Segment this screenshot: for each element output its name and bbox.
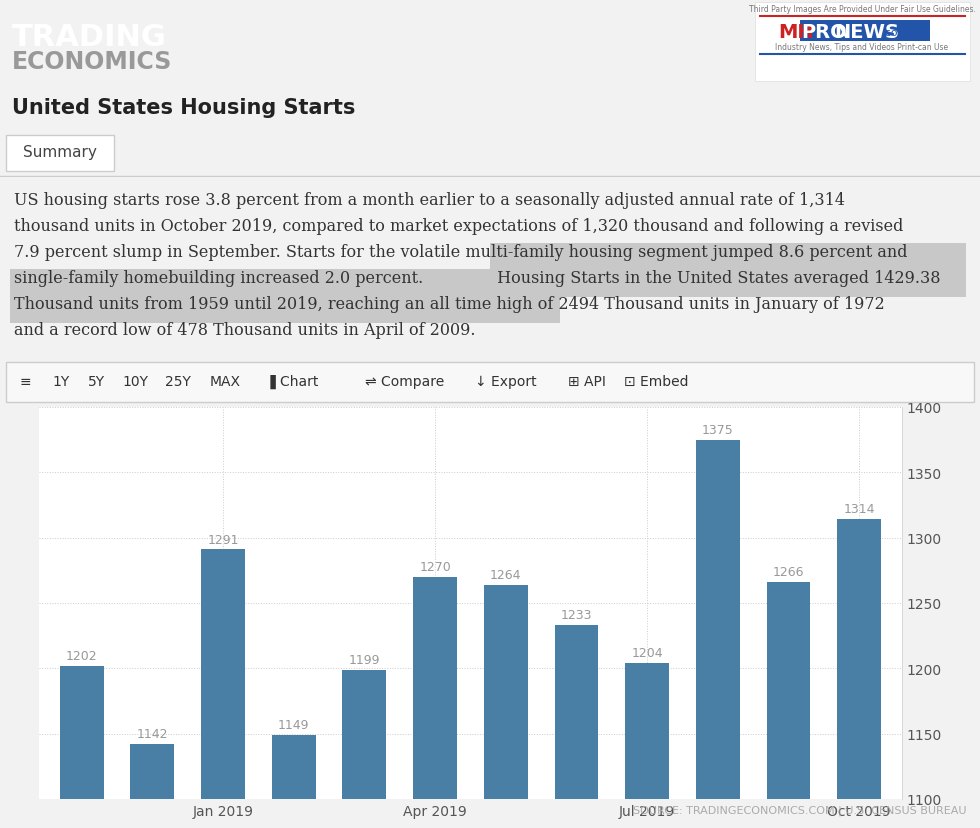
Text: 1Y: 1Y (52, 374, 70, 388)
Text: 1270: 1270 (419, 561, 451, 573)
Text: single-family homebuilding increased 2.0 percent.: single-family homebuilding increased 2.0… (14, 270, 423, 286)
Bar (60, 666, 104, 828)
Text: Summary: Summary (24, 146, 97, 161)
Bar (6, 363, 974, 402)
Bar (484, 585, 527, 828)
Text: PRO: PRO (801, 23, 847, 42)
Text: .com: .com (882, 28, 909, 38)
Text: 1291: 1291 (207, 533, 239, 546)
Text: 1314: 1314 (844, 503, 875, 516)
Text: ⊞ API: ⊞ API (568, 374, 606, 388)
Text: ⊡ Embed: ⊡ Embed (624, 374, 689, 388)
Text: United States Housing Starts: United States Housing Starts (12, 98, 356, 118)
Text: 10Y: 10Y (122, 374, 148, 388)
Bar (201, 550, 245, 828)
Text: 1375: 1375 (702, 423, 734, 436)
Text: SOURCE: TRADINGECONOMICS.COM | U.S. CENSUS BUREAU: SOURCE: TRADINGECONOMICS.COM | U.S. CENS… (632, 805, 966, 816)
Text: TRADING: TRADING (12, 23, 167, 52)
Bar (800, 21, 930, 42)
Text: ≡: ≡ (20, 374, 31, 388)
Text: 1202: 1202 (66, 649, 97, 662)
Text: 1233: 1233 (561, 609, 592, 622)
Text: Industry News, Tips and Videos Print-can Use: Industry News, Tips and Videos Print-can… (775, 43, 949, 52)
Text: ▐ Chart: ▐ Chart (265, 374, 318, 388)
Text: 25Y: 25Y (165, 374, 191, 388)
Text: 7.9 percent slump in September. Starts for the volatile multi-family housing seg: 7.9 percent slump in September. Starts f… (14, 243, 907, 261)
Bar (10, 296, 560, 324)
Text: ↓ Export: ↓ Export (475, 374, 537, 388)
Text: NEWS: NEWS (834, 23, 899, 42)
Bar (766, 582, 810, 828)
Bar (130, 744, 174, 828)
Bar (271, 735, 316, 828)
Text: 1264: 1264 (490, 568, 521, 581)
Bar (490, 243, 966, 272)
Bar (696, 440, 740, 828)
Text: and a record low of 478 Thousand units in April of 2009.: and a record low of 478 Thousand units i… (14, 321, 475, 339)
Bar (837, 520, 881, 828)
Text: Housing Starts in the United States averaged 1429.38: Housing Starts in the United States aver… (492, 270, 941, 286)
Text: US housing starts rose 3.8 percent from a month earlier to a seasonally adjusted: US housing starts rose 3.8 percent from … (14, 192, 845, 209)
Text: ⇌ Compare: ⇌ Compare (365, 374, 444, 388)
Bar (10, 270, 966, 297)
Text: 1266: 1266 (773, 566, 805, 579)
Text: 1149: 1149 (278, 718, 310, 731)
Text: MH: MH (778, 23, 813, 42)
Bar (555, 625, 599, 828)
Text: thousand units in October 2019, compared to market expectations of 1,320 thousan: thousand units in October 2019, compared… (14, 218, 904, 234)
Bar (414, 577, 457, 828)
Text: Thousand units from 1959 until 2019, reaching an all time high of 2494 Thousand : Thousand units from 1959 until 2019, rea… (14, 296, 885, 313)
Bar (6, 136, 114, 171)
Text: ECONOMICS: ECONOMICS (12, 50, 172, 74)
Bar (755, 3, 970, 82)
Bar (625, 663, 669, 828)
Text: MAX: MAX (210, 374, 241, 388)
Bar (342, 670, 386, 828)
Text: 1142: 1142 (136, 727, 168, 740)
Text: 1199: 1199 (349, 653, 380, 666)
Text: Third Party Images Are Provided Under Fair Use Guidelines.: Third Party Images Are Provided Under Fa… (749, 5, 975, 14)
Text: 1204: 1204 (631, 647, 662, 659)
Text: 5Y: 5Y (88, 374, 105, 388)
